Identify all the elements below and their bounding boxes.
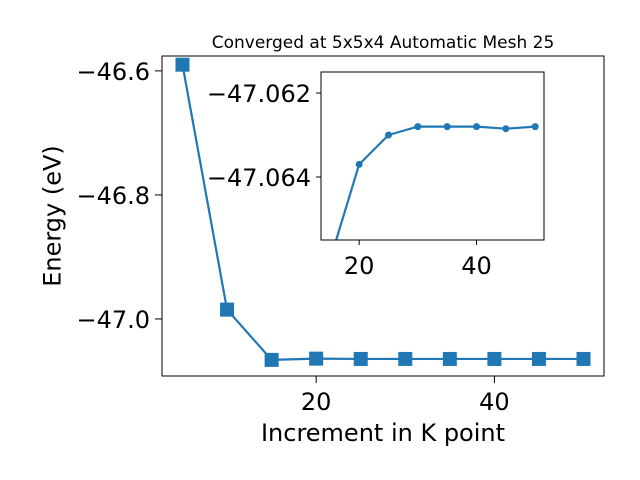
main-series-line: [181, 64, 584, 361]
inset-ytick-label-1: −47.062: [207, 80, 311, 108]
main-ytick-label-0: −47.0: [76, 306, 150, 334]
main-point-7: [487, 351, 502, 366]
inset-point-3: [414, 123, 422, 131]
inset-point-1: [355, 160, 363, 168]
main-chart-title: Converged at 5x5x4 Automatic Mesh 25: [212, 33, 555, 53]
main-point-1: [220, 302, 235, 317]
main-point-8: [531, 351, 546, 366]
main-plot-frame: [161, 55, 605, 377]
inset-series-line: [335, 125, 536, 240]
main-point-6: [442, 351, 457, 366]
main-ytick-label-1: −46.8: [76, 182, 150, 210]
main-point-5: [398, 351, 413, 366]
main-y-axis-label: Energy (eV): [38, 145, 66, 287]
inset-xtick-label-0: 20: [344, 252, 375, 280]
inset-plot-background: [321, 72, 544, 240]
inset-point-7: [531, 123, 539, 131]
inset-point-5: [473, 123, 481, 131]
main-point-3: [309, 351, 324, 366]
inset-point-2: [384, 131, 392, 139]
main-ytick-label-2: −46.6: [76, 58, 150, 86]
inset-plot-frame: [320, 71, 545, 241]
main-x-axis-label: Increment in K point: [261, 419, 505, 447]
inset-point-4: [443, 123, 451, 131]
main-point-9: [576, 351, 591, 366]
inset-xtick-label-1: 40: [461, 252, 492, 280]
main-point-2: [264, 352, 279, 367]
main-point-0: [175, 57, 190, 72]
inset-point-6: [502, 125, 510, 133]
inset-ytick-label-0: −47.064: [207, 164, 311, 192]
main-xtick-label-1: 40: [479, 388, 510, 416]
main-point-4: [353, 351, 368, 366]
main-xtick-label-0: 20: [301, 388, 332, 416]
